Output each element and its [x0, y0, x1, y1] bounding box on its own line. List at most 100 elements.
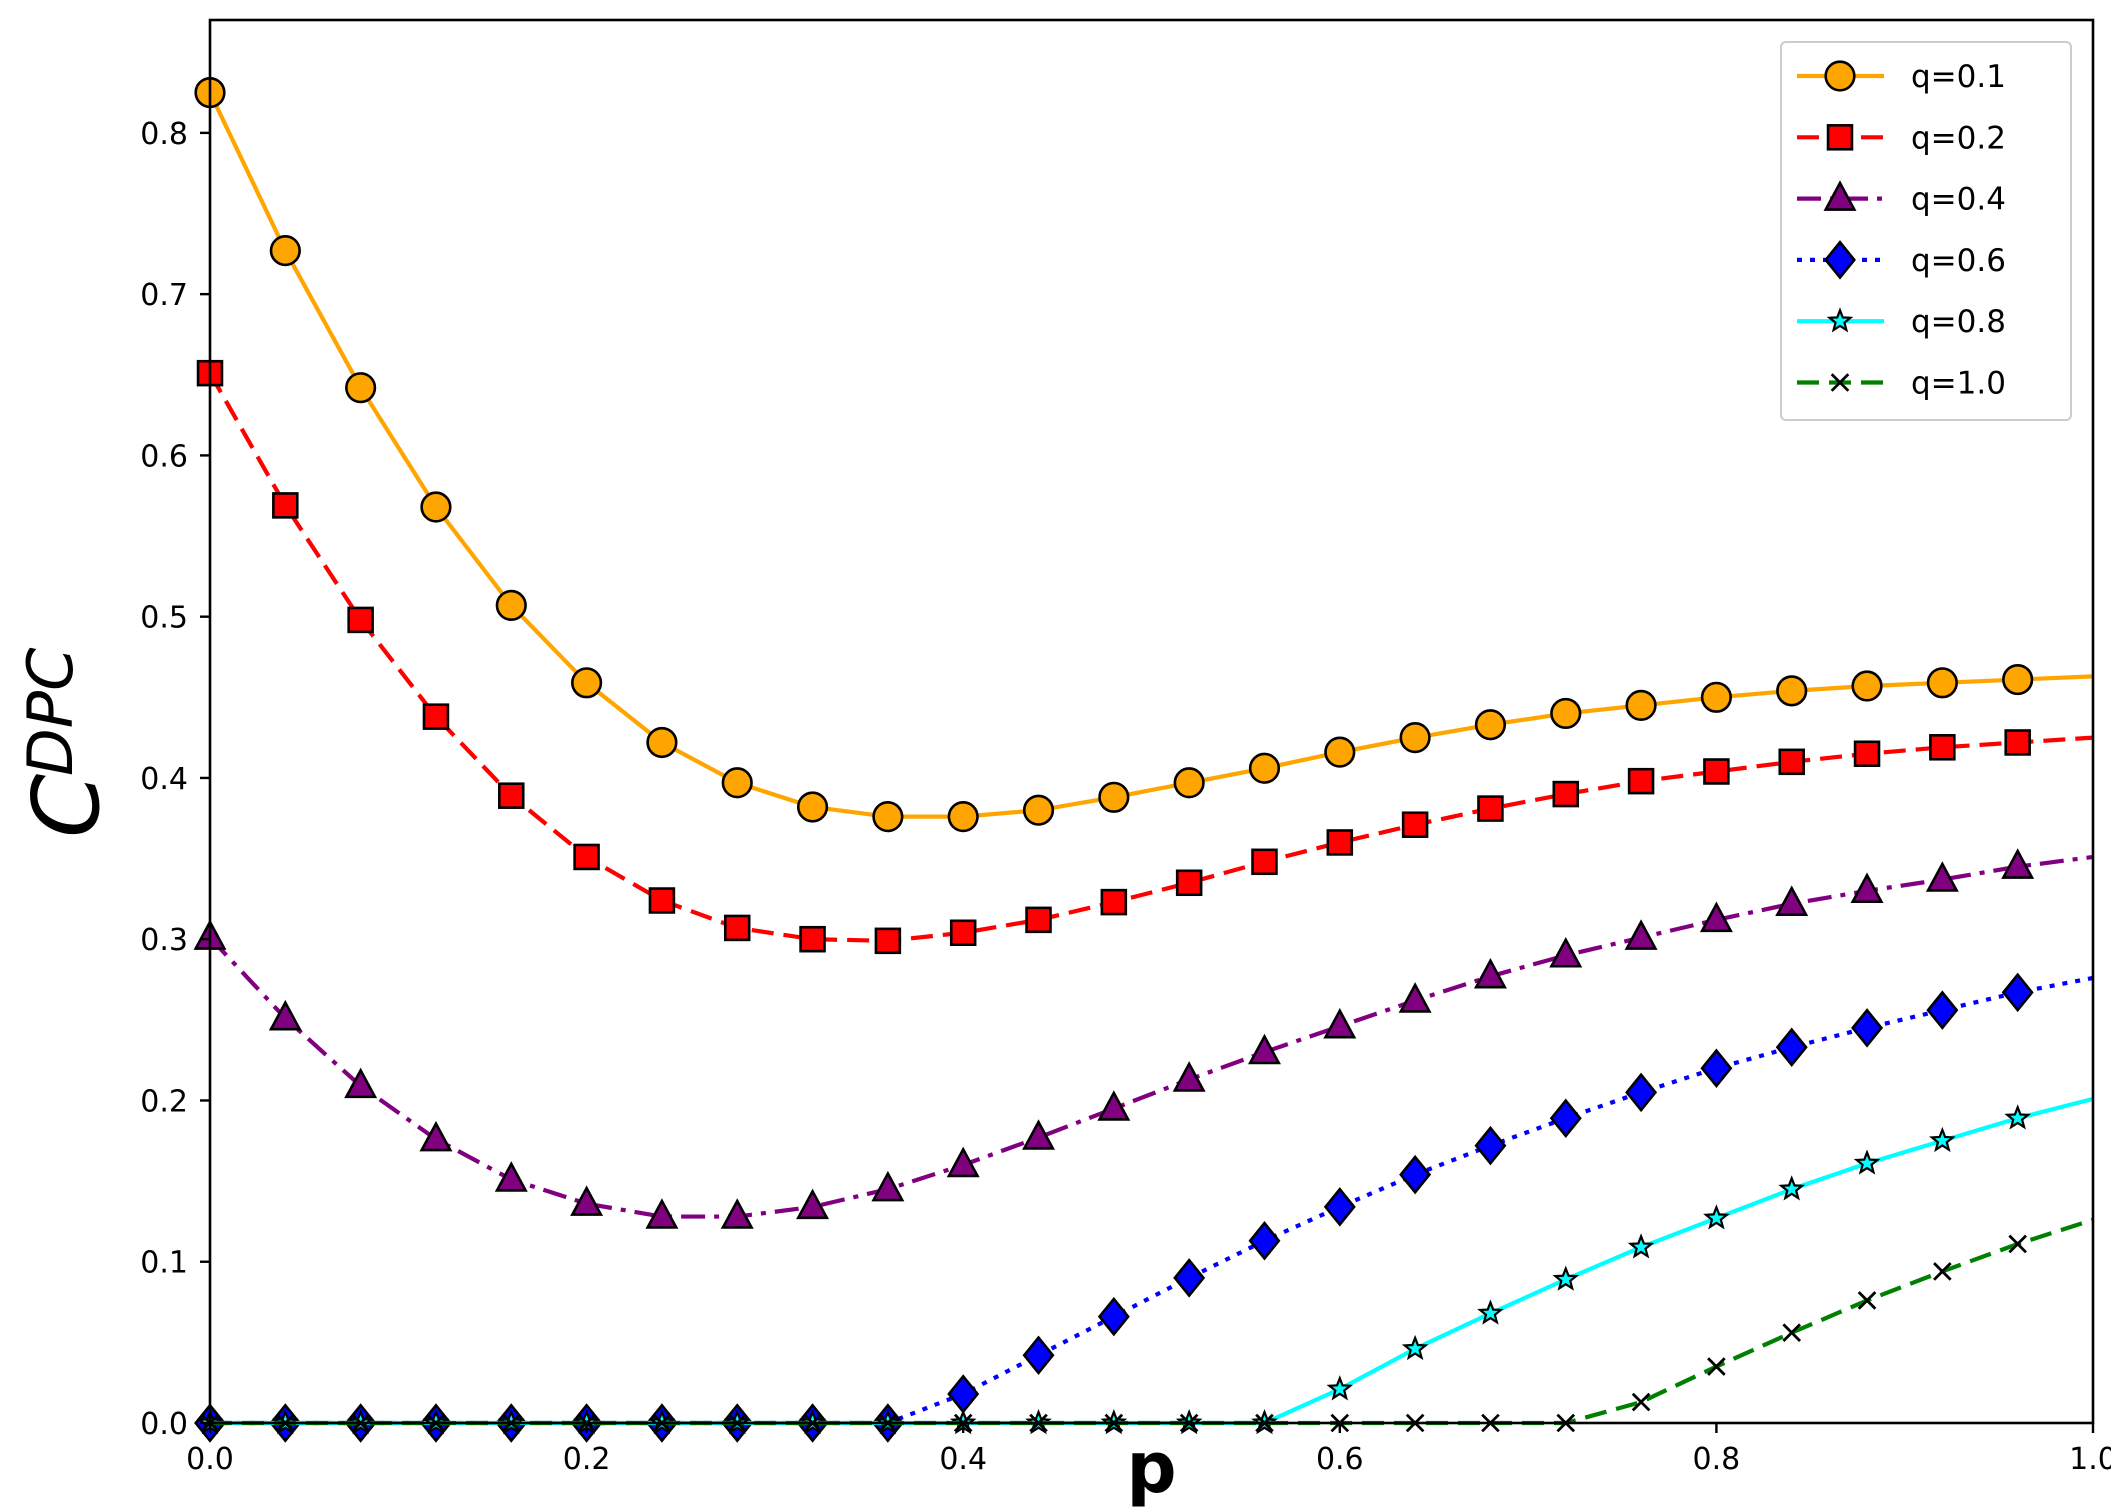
marker-square: [1477, 795, 1504, 822]
marker-square: [648, 887, 676, 914]
marker-square: [949, 919, 977, 947]
y-axis-label-main: C: [13, 774, 120, 838]
marker-triangle: [1473, 957, 1507, 989]
series-line: [208, 854, 2094, 1219]
x-tick-label: 0.2: [563, 1442, 611, 1477]
marker-circle: [796, 791, 829, 823]
legend-frame: [1780, 41, 2072, 421]
x-tick-label: 0.0: [186, 1442, 234, 1477]
y-tick-label: 0.5: [140, 601, 188, 636]
marker-circle: [1022, 794, 1055, 826]
marker-x: [1830, 373, 1850, 392]
marker-circle: [1926, 667, 1958, 699]
marker-triangle: [268, 999, 302, 1031]
marker-square: [272, 492, 299, 519]
marker-star: [1853, 1149, 1881, 1175]
y-tick-label: 0.6: [140, 439, 188, 474]
marker-square: [1826, 124, 1854, 151]
marker-circle: [1324, 736, 1356, 768]
marker-star: [1401, 1334, 1429, 1361]
y-tick-label: 0.2: [140, 1084, 188, 1119]
marker-circle: [646, 726, 678, 759]
marker-star: [1326, 1375, 1354, 1401]
legend-label: q=0.4: [1911, 182, 2006, 218]
marker-circle: [1700, 681, 1732, 713]
marker-diamond: [1926, 990, 1959, 1030]
x-tick-label: 0.8: [1693, 1442, 1741, 1477]
legend-label: q=0.1: [1911, 59, 2006, 95]
marker-diamond: [1474, 1125, 1507, 1166]
marker-circle: [1399, 722, 1431, 754]
marker-triangle: [1323, 1007, 1357, 1039]
marker-triangle: [1549, 936, 1583, 968]
marker-square: [799, 925, 826, 953]
marker-square: [1175, 869, 1203, 897]
legend-item: q=0.8: [1797, 304, 2006, 340]
y-tick-label: 0.0: [140, 1407, 188, 1442]
marker-triangle: [1172, 1061, 1206, 1092]
marker-square: [498, 782, 525, 809]
marker-square: [347, 606, 374, 634]
x-tick-label: 0.4: [939, 1442, 987, 1477]
marker-star: [1703, 1204, 1730, 1230]
marker-triangle: [2001, 848, 2035, 879]
legend-label: q=0.8: [1911, 304, 2006, 340]
marker-triangle: [344, 1067, 378, 1099]
marker-circle: [1098, 781, 1130, 813]
y-axis-label-superscript: DPC: [14, 647, 87, 776]
marker-diamond: [1173, 1258, 1206, 1298]
series-line: [208, 372, 2094, 943]
marker-triangle: [1022, 1119, 1055, 1150]
marker-triangle: [720, 1198, 754, 1229]
y-tick-label: 0.4: [140, 762, 188, 797]
marker-square: [874, 927, 902, 955]
marker-circle: [269, 235, 301, 267]
legend-item: q=0.6: [1797, 240, 2006, 280]
marker-x: [1933, 1262, 1952, 1281]
y-tick-label: 0.1: [140, 1246, 188, 1281]
marker-triangle: [570, 1185, 604, 1216]
marker-circle: [570, 667, 603, 699]
marker-star: [1778, 1175, 1806, 1201]
marker-triangle: [796, 1188, 830, 1220]
marker-circle: [495, 589, 527, 621]
marker-x: [1857, 1291, 1877, 1310]
marker-triangle: [645, 1198, 679, 1229]
marker-circle: [872, 801, 904, 833]
legend-item: q=0.2: [1797, 120, 2006, 156]
marker-circle: [947, 801, 979, 833]
marker-square: [1627, 767, 1655, 795]
legend-label: q=0.6: [1911, 243, 2006, 279]
marker-triangle: [1248, 1033, 1281, 1065]
marker-circle: [1824, 60, 1856, 92]
marker-square: [1552, 780, 1580, 808]
x-tick-label: 1.0: [2069, 1442, 2111, 1477]
marker-diamond: [1248, 1221, 1281, 1261]
legend-item: q=1.0: [1797, 366, 2006, 402]
marker-circle: [1550, 697, 1582, 730]
legend: q=0.1 q=0.2 q=0.4 q=0.6 q=0.8 q=1.0: [1780, 41, 2072, 421]
marker-square: [1853, 740, 1881, 768]
x-tick-label: 0.6: [1316, 1442, 1364, 1477]
marker-square: [2004, 729, 2031, 756]
plot-frame: [208, 18, 2095, 1425]
marker-circle: [1248, 752, 1281, 784]
marker-circle: [420, 491, 452, 523]
marker-diamond: [1323, 1187, 1356, 1227]
marker-x: [1707, 1357, 1726, 1376]
marker-square: [573, 843, 600, 871]
marker-square: [422, 703, 450, 730]
marker-square: [1326, 829, 1354, 856]
axes-layer: 0.0 0.2 0.4 0.6 0.8 1.0 0.0 0.1 0.2 0.3 0.4 0.5 0.6 0…: [140, 18, 2111, 1477]
series-q=0.1: [194, 76, 2094, 833]
marker-square: [723, 914, 751, 942]
marker-star: [1552, 1265, 1580, 1291]
marker-triangle: [1775, 885, 1809, 916]
marker-triangle: [1823, 180, 1857, 211]
marker-diamond: [1022, 1335, 1055, 1376]
legend-label: q=0.2: [1911, 120, 2006, 156]
y-tick-label: 0.7: [140, 278, 188, 313]
marker-circle: [1474, 709, 1507, 741]
series-q=0.2: [196, 359, 2094, 955]
